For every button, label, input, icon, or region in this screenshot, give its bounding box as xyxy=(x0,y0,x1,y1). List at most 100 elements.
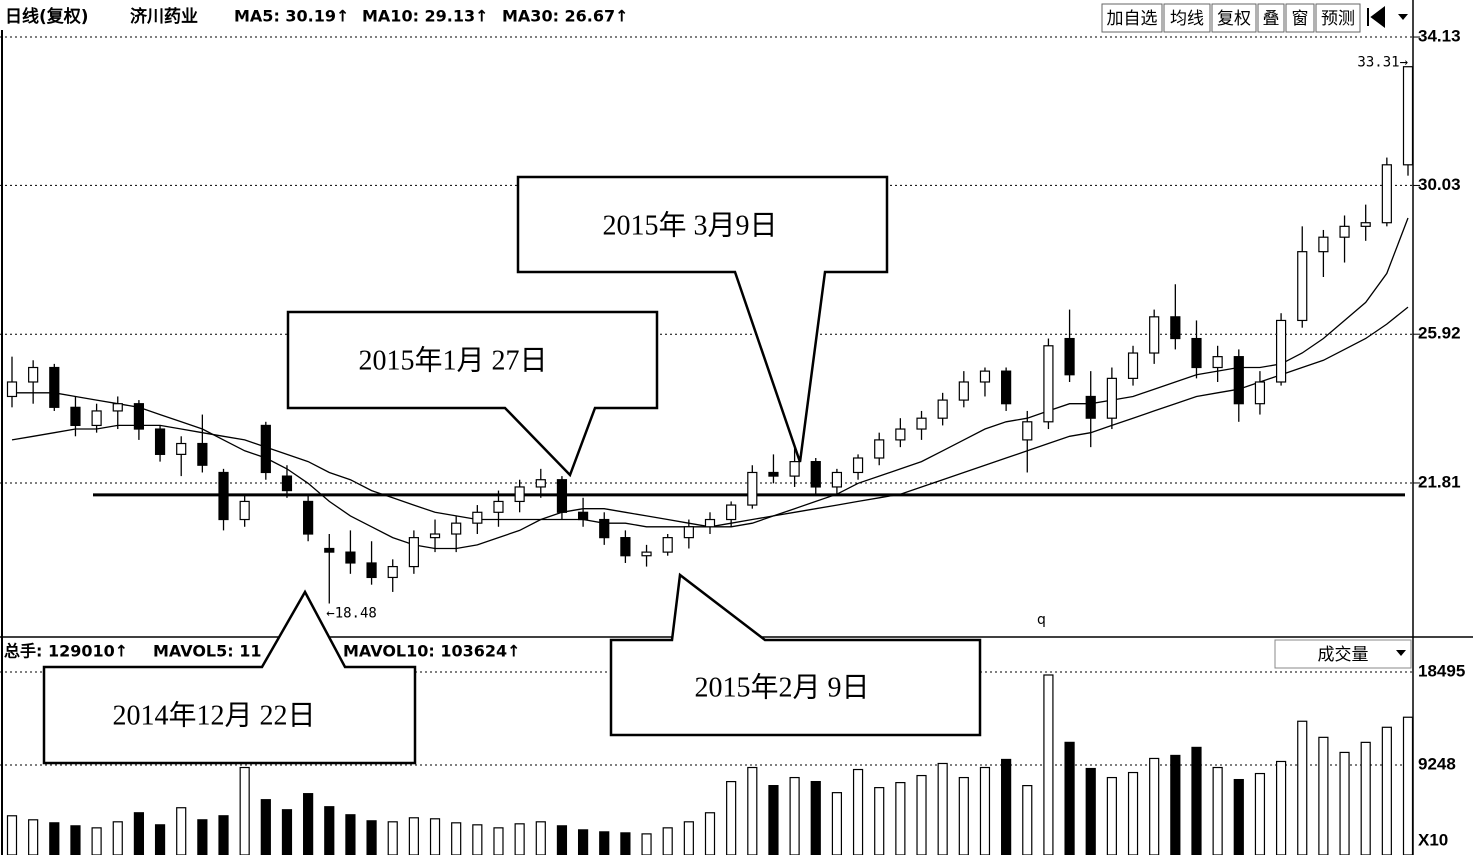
selector-arrow[interactable] xyxy=(1396,650,1406,656)
candle-body xyxy=(1043,345,1054,423)
candle-body xyxy=(6,381,18,398)
volume-bar xyxy=(91,827,102,855)
candle-body xyxy=(535,479,546,488)
indicator: MA5: 30.19↑ xyxy=(234,7,349,26)
callout-box xyxy=(609,572,982,737)
selector-box[interactable] xyxy=(1274,639,1412,669)
candle-body xyxy=(387,565,398,579)
candle-body xyxy=(91,410,102,427)
volume-bar xyxy=(1381,726,1392,855)
volume-bar xyxy=(1233,778,1244,855)
candle-body xyxy=(1318,236,1329,253)
candle-body xyxy=(260,424,271,474)
candle-body xyxy=(472,511,483,524)
volume-indicator: MAVOL10: 103624↑ xyxy=(343,642,521,661)
volume-bar xyxy=(704,812,716,855)
toolbar-label[interactable]: 叠 xyxy=(1263,9,1280,29)
toolbar-button[interactable] xyxy=(1211,3,1257,33)
volume-bar xyxy=(260,799,271,855)
candle-body xyxy=(1149,316,1160,354)
volume-bar xyxy=(1106,776,1117,855)
candle-body xyxy=(1001,370,1012,405)
toolbar-label[interactable]: 复权 xyxy=(1217,9,1251,29)
low-label: ←18.48 xyxy=(326,606,377,622)
candle-body xyxy=(662,537,673,553)
indicator: MA10: 29.13↑ xyxy=(362,7,489,26)
volume-bar xyxy=(197,819,208,855)
y-tick-label: 30.03 xyxy=(1418,175,1461,194)
callout-text: 2014年12月 22日 xyxy=(112,699,315,731)
volume-bar xyxy=(1297,720,1308,855)
toolbar-button[interactable] xyxy=(1101,3,1163,33)
toolbar-button[interactable] xyxy=(1285,3,1315,33)
candle-body xyxy=(239,500,250,521)
volume-indicator: 总手: 129010↑ xyxy=(4,642,128,661)
toolbar-button[interactable] xyxy=(1163,3,1211,33)
toolbar-label[interactable]: 均线 xyxy=(1170,9,1204,29)
volume-bar xyxy=(599,831,610,855)
callout-text: 2015年1月 27日 xyxy=(358,344,547,376)
candle-body xyxy=(577,511,589,521)
volume-bar xyxy=(852,768,864,855)
candle-body xyxy=(70,406,81,427)
volume-bar xyxy=(577,829,589,855)
toolbar-button[interactable] xyxy=(1257,3,1285,33)
volume-bar xyxy=(303,793,314,855)
volume-bar xyxy=(747,766,758,855)
volume-bar xyxy=(1149,757,1160,855)
dropdown-icon[interactable] xyxy=(1398,14,1408,20)
volume-bar xyxy=(1254,772,1266,855)
candle-body xyxy=(28,366,39,383)
candle-body xyxy=(789,461,800,477)
volume-bar xyxy=(366,820,377,855)
toolbar-button[interactable] xyxy=(1315,3,1361,33)
volume-bar xyxy=(70,825,81,855)
candle-body xyxy=(1127,352,1139,379)
candle-body xyxy=(937,399,948,419)
volume-bar xyxy=(662,827,673,855)
y-tick-label: 18495 xyxy=(1418,662,1465,681)
selector-label[interactable]: 成交量 xyxy=(1318,645,1369,665)
toolbar: 加自选 均线 复权叠窗预测 xyxy=(1101,3,1361,33)
toolbar-label[interactable]: 窗 xyxy=(1292,9,1309,29)
candle-body xyxy=(895,428,906,441)
volume-bar xyxy=(1170,754,1181,855)
candle-body xyxy=(1254,381,1266,405)
volume-bar xyxy=(831,792,843,855)
candle-body xyxy=(852,457,864,474)
volume-bar xyxy=(429,818,441,855)
nav-icon[interactable] xyxy=(1367,6,1385,28)
volume-bar xyxy=(133,812,145,855)
y-tick-label: 25.92 xyxy=(1418,324,1461,343)
candle-body xyxy=(1085,395,1096,419)
volume-bar xyxy=(620,832,631,855)
toolbar-label[interactable]: 预测 xyxy=(1321,9,1355,29)
toolbar-label[interactable]: 加自选 xyxy=(1107,9,1158,29)
candle-body xyxy=(154,428,166,455)
volume-bar xyxy=(768,785,779,855)
volume-bar xyxy=(958,776,969,855)
callout-box xyxy=(286,310,659,478)
volume-bar xyxy=(979,766,991,855)
volume-bar xyxy=(112,821,123,855)
volume-bar xyxy=(176,807,187,855)
candle-body xyxy=(1233,356,1244,405)
volume-bar xyxy=(1212,766,1223,855)
volume-bar xyxy=(683,821,694,855)
volume-bar xyxy=(1085,767,1096,855)
volume-bar xyxy=(1191,746,1202,855)
volume-bar xyxy=(726,780,737,855)
volume-bar xyxy=(451,822,462,855)
volume-bar xyxy=(916,774,927,855)
candle-body xyxy=(683,526,694,539)
candle-body xyxy=(112,403,123,412)
volume-bar xyxy=(472,824,483,855)
candle-body xyxy=(599,518,610,539)
candle-body xyxy=(641,551,652,557)
candle-body xyxy=(1106,377,1117,419)
volume-bar xyxy=(6,815,18,855)
candle-body xyxy=(197,442,208,466)
candle-body xyxy=(429,533,441,539)
candle-body xyxy=(408,537,419,568)
